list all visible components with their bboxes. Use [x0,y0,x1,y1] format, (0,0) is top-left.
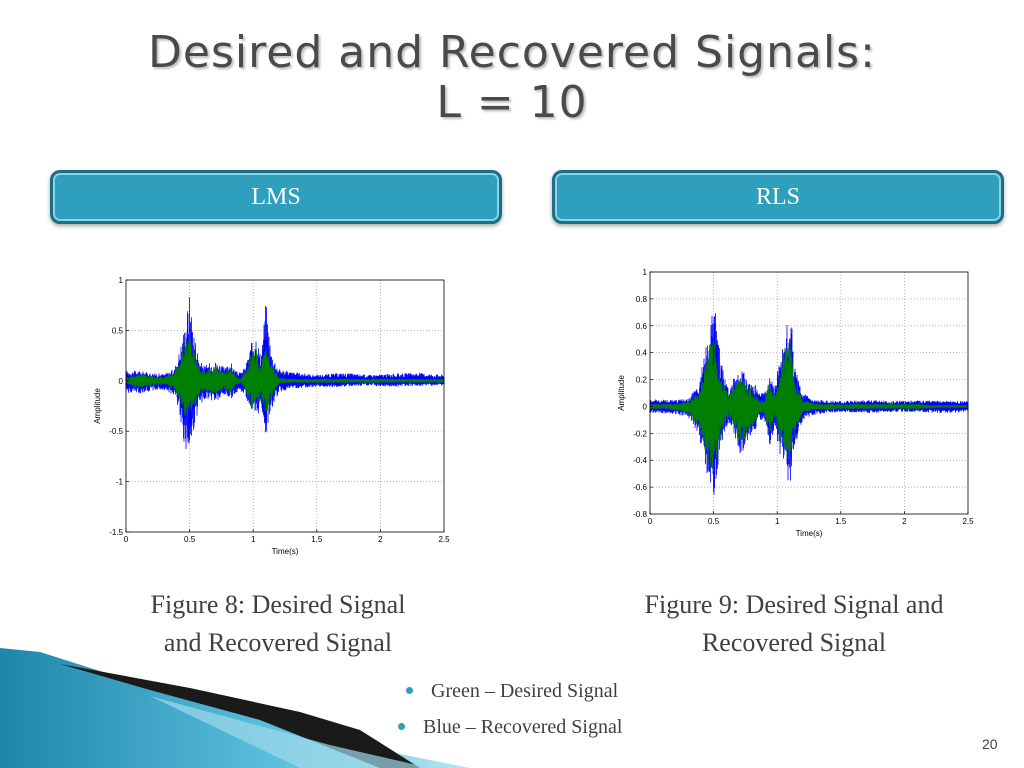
x-tick-label: 1.5 [311,535,323,544]
y-tick-label: 0 [643,402,648,411]
figure-9-caption-line-1: Figure 9: Desired Signal and [644,590,944,619]
figure-8-caption-line-2: and Recovered Signal [163,628,393,657]
slide-title: Desired and Recovered Signals: L = 10 [0,28,1024,128]
bullet-icon [398,722,405,730]
y-tick-label: -0.2 [633,429,647,438]
x-tick-label: 0 [124,535,129,544]
x-tick-label: 1 [775,517,780,526]
y-tick-label: 0.6 [636,322,648,331]
figure-9-caption-line-2: Recovered Signal [701,628,887,657]
y-axis-label: Amplitude [617,375,626,411]
y-tick-label: -0.8 [633,510,647,519]
y-tick-label: 0.8 [636,295,648,304]
axes-frame [125,279,445,533]
y-tick-label: 0.5 [112,326,124,335]
page-number: 20 [982,736,998,752]
title-line-1: Desired and Recovered Signals: [148,27,876,78]
x-tick-label: 1.5 [835,517,847,526]
wave-black-stripe [60,664,420,768]
color-legend: Green – Desired Signal Blue – Recovered … [398,676,622,748]
x-tick-label: 0 [648,517,653,526]
legend-item-green: Green – Desired Signal [398,676,622,712]
x-tick-label: 2.5 [438,535,450,544]
y-tick-label: -0.6 [633,483,647,492]
x-tick-label: 1 [251,535,256,544]
y-tick-label: 1 [119,276,124,285]
x-axis-label: Time(s) [272,547,299,556]
plot-area [126,280,444,532]
y-tick-label: 1 [643,268,648,277]
x-axis-label: Time(s) [796,529,823,538]
y-axis-label: Amplitude [93,388,102,424]
rls-header: RLS [552,170,1004,224]
figure-8-caption-line-1: Figure 8: Desired Signal [150,590,406,619]
y-tick-label: 0.4 [636,349,648,358]
desired-signal-line [649,338,969,472]
legend-green-label: Green – Desired Signal [431,680,619,702]
bullet-icon [406,686,413,694]
x-tick-label: 0.5 [184,535,196,544]
x-tick-label: 0.5 [708,517,720,526]
lms-signal-chart: 0 0.5 1 1.5 2 2.5 -1.5 -1 -0.5 0 0.5 1 Time(s) Amplit… [93,276,450,556]
figure-8-caption: Figure 8: Desired Signal and Recovered S… [100,586,456,662]
y-tick-label: 0 [119,377,124,386]
axes-frame [649,271,969,515]
legend-blue-label: Blue – Recovered Signal [423,716,623,738]
rls-signal-chart: 0 0.5 1 1.5 2 2.5 -0.8 -0.6 -0.4 -0.2 0 0.2 0.4 0.6 0.… [617,268,974,538]
desired-signal-series [649,338,969,472]
desired-signal-series [125,331,445,418]
title-line-2: L = 10 [436,77,588,128]
x-tick-label: 2 [378,535,383,544]
y-tick-label: -1.5 [109,528,123,537]
legend-item-blue: Blue – Recovered Signal [398,712,622,748]
lms-header: LMS [50,170,502,224]
x-tick-label: 2 [902,517,907,526]
y-tick-label: -1 [116,478,124,487]
x-tick-label: 2.5 [962,517,974,526]
y-tick-label: 0.2 [636,376,648,385]
y-tick-label: -0.5 [109,427,123,436]
y-tick-label: -0.4 [633,456,647,465]
desired-signal-line [125,331,445,418]
wave-light-shape [150,696,430,768]
figure-9-caption: Figure 9: Desired Signal and Recovered S… [594,586,994,662]
